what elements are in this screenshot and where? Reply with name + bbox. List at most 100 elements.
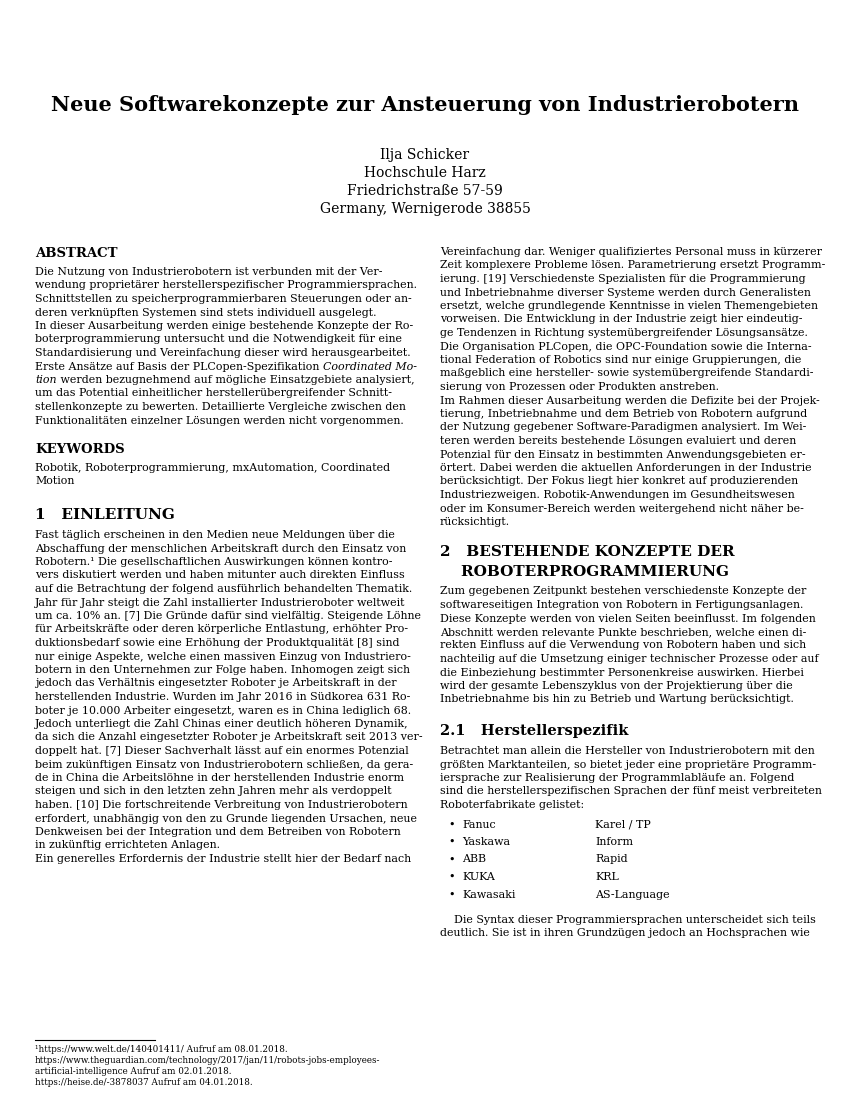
Text: Yaskawa: Yaskawa — [462, 837, 510, 847]
Text: wird der gesamte Lebenszyklus von der Projektierung über die: wird der gesamte Lebenszyklus von der Pr… — [440, 681, 793, 691]
Text: Fanuc: Fanuc — [462, 820, 496, 829]
Text: Robotik, Roboterprogrammierung, mxAutomation, Coordinated: Robotik, Roboterprogrammierung, mxAutoma… — [35, 463, 390, 473]
Text: 1   EINLEITUNG: 1 EINLEITUNG — [35, 508, 175, 522]
Text: Potenzial für den Einsatz in bestimmten Anwendungsgebieten er-: Potenzial für den Einsatz in bestimmten … — [440, 450, 806, 460]
Text: steigen und sich in den letzten zehn Jahren mehr als verdoppelt: steigen und sich in den letzten zehn Jah… — [35, 786, 392, 796]
Text: •: • — [448, 855, 455, 865]
Text: Coordinated Mo-: Coordinated Mo- — [323, 362, 416, 372]
Text: Standardisierung und Vereinfachung dieser wird herausgearbeitet.: Standardisierung und Vereinfachung diese… — [35, 348, 411, 358]
Text: 2.1   Herstellerspezifik: 2.1 Herstellerspezifik — [440, 724, 628, 738]
Text: doppelt hat. [7] Dieser Sachverhalt lässt auf ein enormes Potenzial: doppelt hat. [7] Dieser Sachverhalt läss… — [35, 746, 409, 756]
Text: ge Tendenzen in Richtung systemübergreifender Lösungsansätze.: ge Tendenzen in Richtung systemübergreif… — [440, 328, 808, 338]
Text: deutlich. Sie ist in ihren Grundzügen jedoch an Hochsprachen wie: deutlich. Sie ist in ihren Grundzügen je… — [440, 928, 810, 938]
Text: Neue Softwarekonzepte zur Ansteuerung von Industrierobotern: Neue Softwarekonzepte zur Ansteuerung vo… — [51, 95, 799, 116]
Text: wendung proprietärer herstellerspezifischer Programmiersprachen.: wendung proprietärer herstellerspezifisc… — [35, 280, 417, 290]
Text: Diese Konzepte werden von vielen Seiten beeinflusst. Im folgenden: Diese Konzepte werden von vielen Seiten … — [440, 614, 816, 624]
Text: •: • — [448, 890, 455, 900]
Text: boter je 10.000 Arbeiter eingesetzt, waren es in China lediglich 68.: boter je 10.000 Arbeiter eingesetzt, war… — [35, 705, 411, 715]
Text: oder im Konsumer-Bereich werden weitergehend nicht näher be-: oder im Konsumer-Bereich werden weiterge… — [440, 504, 804, 514]
Text: beim zukünftigen Einsatz von Industrierobotern schließen, da gera-: beim zukünftigen Einsatz von Industriero… — [35, 759, 413, 770]
Text: •: • — [448, 837, 455, 847]
Text: örtert. Dabei werden die aktuellen Anforderungen in der Industrie: örtert. Dabei werden die aktuellen Anfor… — [440, 463, 812, 473]
Text: berücksichtigt. Der Fokus liegt hier konkret auf produzierenden: berücksichtigt. Der Fokus liegt hier kon… — [440, 476, 798, 486]
Text: ersetzt, welche grundlegende Kenntnisse in vielen Themengebieten: ersetzt, welche grundlegende Kenntnisse … — [440, 301, 818, 311]
Text: Industriezweigen. Robotik-Anwendungen im Gesundheitswesen: Industriezweigen. Robotik-Anwendungen im… — [440, 490, 795, 500]
Text: um ca. 10% an. [7] Die Gründe dafür sind vielfältig. Steigende Löhne: um ca. 10% an. [7] Die Gründe dafür sind… — [35, 610, 421, 621]
Text: 2   BESTEHENDE KONZEPTE DER: 2 BESTEHENDE KONZEPTE DER — [440, 544, 734, 559]
Text: der Nutzung gegebener Software-Paradigmen analysiert. Im Wei-: der Nutzung gegebener Software-Paradigme… — [440, 422, 807, 432]
Text: de in China die Arbeitslöhne in der herstellenden Industrie enorm: de in China die Arbeitslöhne in der hers… — [35, 773, 404, 783]
Text: und Inbetriebnahme diverser Systeme werden durch Generalisten: und Inbetriebnahme diverser Systeme werd… — [440, 287, 811, 297]
Text: maßgeblich eine hersteller- sowie systemübergreifende Standardi-: maßgeblich eine hersteller- sowie system… — [440, 368, 813, 378]
Text: vorweisen. Die Entwicklung in der Industrie zeigt hier eindeutig-: vorweisen. Die Entwicklung in der Indust… — [440, 315, 802, 324]
Text: Kawasaki: Kawasaki — [462, 890, 515, 900]
Text: Denkweisen bei der Integration und dem Betreiben von Robotern: Denkweisen bei der Integration und dem B… — [35, 827, 400, 837]
Text: Motion: Motion — [35, 476, 75, 486]
Text: ABSTRACT: ABSTRACT — [35, 248, 117, 260]
Text: tional Federation of Robotics sind nur einige Gruppierungen, die: tional Federation of Robotics sind nur e… — [440, 355, 802, 365]
Text: rücksichtigt.: rücksichtigt. — [440, 517, 510, 527]
Text: https://heise.de/-3878037 Aufruf am 04.01.2018.: https://heise.de/-3878037 Aufruf am 04.0… — [35, 1078, 252, 1087]
Text: Jahr für Jahr steigt die Zahl installierter Industrieroboter weltweit: Jahr für Jahr steigt die Zahl installier… — [35, 597, 405, 607]
Text: •: • — [448, 872, 455, 882]
Text: Abschnitt werden relevante Punkte beschrieben, welche einen di-: Abschnitt werden relevante Punkte beschr… — [440, 627, 807, 637]
Text: Vereinfachung dar. Weniger qualifiziertes Personal muss in kürzerer: Vereinfachung dar. Weniger qualifizierte… — [440, 248, 822, 257]
Text: stellenkonzepte zu bewerten. Detaillierte Vergleiche zwischen den: stellenkonzepte zu bewerten. Detailliert… — [35, 402, 406, 412]
Text: Betrachtet man allein die Hersteller von Industrierobotern mit den: Betrachtet man allein die Hersteller von… — [440, 746, 815, 756]
Text: rekten Einfluss auf die Verwendung von Robotern haben und sich: rekten Einfluss auf die Verwendung von R… — [440, 640, 806, 650]
Text: haben. [10] Die fortschreitende Verbreitung von Industrierobotern: haben. [10] Die fortschreitende Verbreit… — [35, 800, 408, 810]
Text: jedoch das Verhältnis eingesetzter Roboter je Arbeitskraft in der: jedoch das Verhältnis eingesetzter Robot… — [35, 679, 397, 689]
Text: die Einbeziehung bestimmter Personenkreise auswirken. Hierbei: die Einbeziehung bestimmter Personenkrei… — [440, 668, 804, 678]
Text: iersprache zur Realisierung der Programmlabläufe an. Folgend: iersprache zur Realisierung der Programm… — [440, 773, 795, 783]
Text: duktionsbedarf sowie eine Erhöhung der Produktqualität [8] sind: duktionsbedarf sowie eine Erhöhung der P… — [35, 638, 400, 648]
Text: botern in den Unternehmen zur Folge haben. Inhomogen zeigt sich: botern in den Unternehmen zur Folge habe… — [35, 666, 410, 675]
Text: tierung, Inbetriebnahme und dem Betrieb von Robotern aufgrund: tierung, Inbetriebnahme und dem Betrieb … — [440, 409, 808, 419]
Text: •: • — [448, 820, 455, 829]
Text: deren verknüpften Systemen sind stets individuell ausgelegt.: deren verknüpften Systemen sind stets in… — [35, 308, 377, 318]
Text: teren werden bereits bestehende Lösungen evaluiert und deren: teren werden bereits bestehende Lösungen… — [440, 436, 796, 446]
Text: ierung. [19] Verschiedenste Spezialisten für die Programmierung: ierung. [19] Verschiedenste Spezialisten… — [440, 274, 806, 284]
Text: in zukünftig errichteten Anlagen.: in zukünftig errichteten Anlagen. — [35, 840, 220, 850]
Text: KUKA: KUKA — [462, 872, 495, 882]
Text: sierung von Prozessen oder Produkten anstreben.: sierung von Prozessen oder Produkten ans… — [440, 382, 719, 392]
Text: erfordert, unabhängig von den zu Grunde liegenden Ursachen, neue: erfordert, unabhängig von den zu Grunde … — [35, 814, 417, 824]
Text: Ilja Schicker: Ilja Schicker — [381, 148, 469, 162]
Text: softwareseitigen Integration von Robotern in Fertigungsanlagen.: softwareseitigen Integration von Roboter… — [440, 600, 803, 610]
Text: Die Nutzung von Industrierobotern ist verbunden mit der Ver-: Die Nutzung von Industrierobotern ist ve… — [35, 267, 383, 277]
Text: Jedoch unterliegt die Zahl Chinas einer deutlich höheren Dynamik,: Jedoch unterliegt die Zahl Chinas einer … — [35, 719, 409, 729]
Text: Ein generelles Erfordernis der Industrie stellt hier der Bedarf nach: Ein generelles Erfordernis der Industrie… — [35, 854, 411, 864]
Text: Hochschule Harz: Hochschule Harz — [364, 166, 486, 180]
Text: Rapid: Rapid — [595, 855, 627, 865]
Text: da sich die Anzahl eingesetzter Roboter je Arbeitskraft seit 2013 ver-: da sich die Anzahl eingesetzter Roboter … — [35, 733, 422, 742]
Text: KEYWORDS: KEYWORDS — [35, 443, 125, 456]
Text: Zum gegebenen Zeitpunkt bestehen verschiedenste Konzepte der: Zum gegebenen Zeitpunkt bestehen verschi… — [440, 586, 807, 596]
Text: tion: tion — [35, 375, 57, 385]
Text: nur einige Aspekte, welche einen massiven Einzug von Industriero-: nur einige Aspekte, welche einen massive… — [35, 651, 411, 661]
Text: Germany, Wernigerode 38855: Germany, Wernigerode 38855 — [320, 202, 530, 216]
Text: größten Marktanteilen, so bietet jeder eine proprietäre Programm-: größten Marktanteilen, so bietet jeder e… — [440, 759, 816, 770]
Text: Fast täglich erscheinen in den Medien neue Meldungen über die: Fast täglich erscheinen in den Medien ne… — [35, 530, 395, 540]
Text: Die Organisation PLCopen, die OPC-Foundation sowie die Interna-: Die Organisation PLCopen, die OPC-Founda… — [440, 341, 812, 352]
Text: Robotern.¹ Die gesellschaftlichen Auswirkungen können kontro-: Robotern.¹ Die gesellschaftlichen Auswir… — [35, 557, 393, 566]
Text: Roboterfabrikate gelistet:: Roboterfabrikate gelistet: — [440, 800, 584, 810]
Text: Friedrichstraße 57-59: Friedrichstraße 57-59 — [347, 184, 503, 198]
Text: herstellenden Industrie. Wurden im Jahr 2016 in Südkorea 631 Ro-: herstellenden Industrie. Wurden im Jahr … — [35, 692, 411, 702]
Text: Karel / TP: Karel / TP — [595, 820, 651, 829]
Text: Inform: Inform — [595, 837, 633, 847]
Text: werden bezugnehmend auf mögliche Einsatzgebiete analysiert,: werden bezugnehmend auf mögliche Einsatz… — [57, 375, 414, 385]
Text: auf die Betrachtung der folgend ausführlich behandelten Thematik.: auf die Betrachtung der folgend ausführl… — [35, 584, 412, 594]
Text: Erste Ansätze auf Basis der PLCopen-Spezifikation: Erste Ansätze auf Basis der PLCopen-Spez… — [35, 362, 323, 372]
Text: um das Potential einheitlicher herstellerübergreifender Schnitt-: um das Potential einheitlicher herstelle… — [35, 388, 392, 398]
Text: Die Syntax dieser Programmiersprachen unterscheidet sich teils: Die Syntax dieser Programmiersprachen un… — [440, 915, 816, 925]
Text: ¹https://www.welt.de/140401411/ Aufruf am 08.01.2018.: ¹https://www.welt.de/140401411/ Aufruf a… — [35, 1045, 287, 1054]
Text: ROBOTERPROGRAMMIERUNG: ROBOTERPROGRAMMIERUNG — [440, 564, 729, 579]
Text: vers diskutiert werden und haben mitunter auch direkten Einfluss: vers diskutiert werden und haben mitunte… — [35, 571, 405, 581]
Text: nachteilig auf die Umsetzung einiger technischer Prozesse oder auf: nachteilig auf die Umsetzung einiger tec… — [440, 654, 819, 664]
Text: Im Rahmen dieser Ausarbeitung werden die Defizite bei der Projek-: Im Rahmen dieser Ausarbeitung werden die… — [440, 396, 819, 406]
Text: AS-Language: AS-Language — [595, 890, 670, 900]
Text: https://www.theguardian.com/technology/2017/jan/11/robots-jobs-employees-: https://www.theguardian.com/technology/2… — [35, 1056, 381, 1065]
Text: Zeit komplexere Probleme lösen. Parametrierung ersetzt Programm-: Zeit komplexere Probleme lösen. Parametr… — [440, 261, 825, 271]
Text: ABB: ABB — [462, 855, 486, 865]
Text: Schnittstellen zu speicherprogrammierbaren Steuerungen oder an-: Schnittstellen zu speicherprogrammierbar… — [35, 294, 411, 304]
Text: In dieser Ausarbeitung werden einige bestehende Konzepte der Ro-: In dieser Ausarbeitung werden einige bes… — [35, 321, 413, 331]
